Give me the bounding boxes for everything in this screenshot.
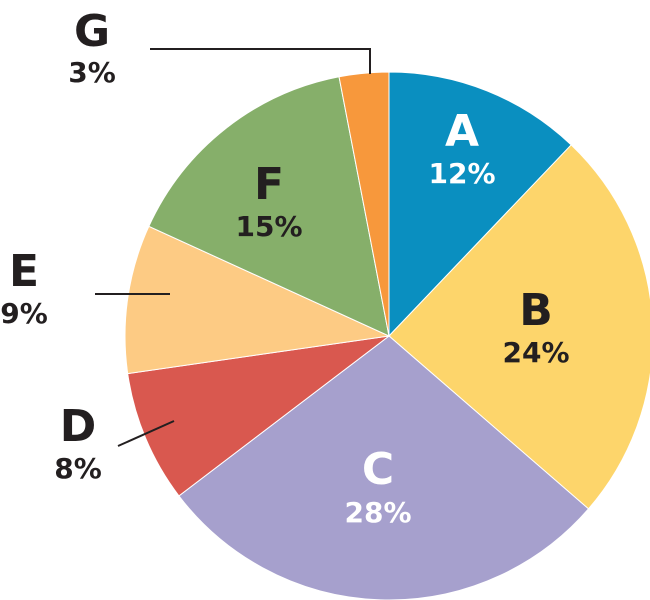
pie-slice-d: [127, 335, 391, 497]
slice-label-g: G: [74, 6, 110, 57]
slice-percent-f: 15%: [235, 210, 302, 243]
slice-label-e: E: [9, 246, 39, 297]
slice-percent-e: 9%: [0, 297, 48, 330]
pie-slices: [124, 71, 650, 600]
slice-percent-g: 3%: [68, 56, 116, 89]
leader-line-g: [150, 48, 371, 74]
pie-slice-f: [148, 76, 390, 337]
pie-slice-g: [338, 71, 390, 337]
slice-label-c: C: [362, 444, 394, 495]
slice-label-f: F: [254, 159, 284, 210]
slice-label-d: D: [60, 401, 97, 452]
slice-percent-c: 28%: [344, 496, 411, 529]
slice-percent-a: 12%: [428, 157, 495, 190]
leader-line-d: [117, 420, 175, 447]
pie-slice-b: [388, 144, 650, 510]
slice-label-b: B: [519, 285, 553, 336]
slice-percent-b: 24%: [502, 336, 569, 369]
slice-percent-d: 8%: [54, 452, 102, 485]
pie-slice-a: [388, 71, 572, 338]
slice-label-a: A: [445, 106, 479, 157]
pie-slice-e: [124, 225, 391, 375]
